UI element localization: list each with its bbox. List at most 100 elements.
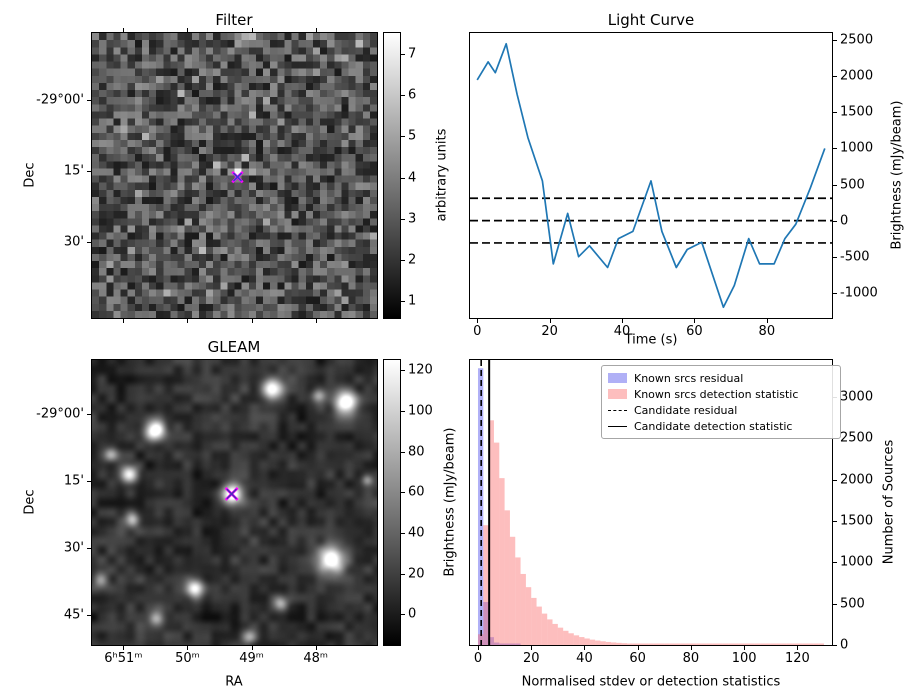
filter-ylabel-text: Dec [22, 162, 38, 188]
series-known-srcs-residual [477, 368, 521, 645]
gleam-ytick-label: -29°00' [36, 406, 84, 422]
histogram-ytick [833, 521, 837, 523]
light-curve-plot [470, 42, 832, 309]
gleam-colorbar-tick-label: 100 [408, 403, 433, 419]
histogram-plot [477, 360, 825, 645]
filter-xtick [251, 319, 253, 323]
gleam-candidate-marker [224, 487, 239, 501]
histogram-xtick-label: 60 [629, 651, 646, 666]
histogram-ytick-label: 1000 [840, 554, 874, 570]
legend-label: Candidate detection statistic [634, 419, 793, 433]
filter-xtick [187, 319, 189, 323]
histogram-xtick [584, 646, 586, 650]
gleam-colorbar-tick-label: 0 [408, 606, 417, 622]
gleam-xtick-label: 48ᵐ [303, 651, 329, 666]
filter-xtick [123, 319, 125, 323]
gleam-ytick-label: 15' [63, 473, 84, 489]
filter-colorbar-tick-label: 7 [408, 46, 417, 62]
gleam-ytick [87, 615, 91, 617]
light-curve-xtick-label: 40 [613, 324, 631, 339]
histogram-xtick-label: 120 [784, 651, 810, 666]
gleam-ytick [87, 414, 91, 416]
histogram-xtick [797, 646, 799, 650]
gleam-ytick-label: 45' [63, 607, 84, 623]
gleam-colorbar-tick [401, 533, 405, 535]
histogram-ytick [833, 479, 837, 481]
gleam-xtick [251, 646, 253, 650]
legend-entry: Candidate detection statistic [608, 418, 834, 434]
histogram-ytick-label: 500 [840, 596, 865, 612]
filter-colorbar-tick-label: 3 [408, 211, 417, 227]
filter-colorbar-tick-label: 6 [408, 87, 417, 103]
legend-label: Known srcs residual [634, 371, 744, 385]
histogram-legend: Known srcs residual Known srcs detection … [601, 365, 841, 439]
light-curve-xtick [477, 319, 479, 323]
light-curve-xtick-label: 20 [541, 324, 558, 339]
histogram-xtick-label: 0 [473, 651, 483, 666]
histogram-xtick [690, 646, 692, 650]
filter-title: Filter [215, 11, 252, 29]
light-curve-ytick [833, 184, 837, 186]
legend-entry: Known srcs detection statistic [608, 386, 834, 402]
light-curve-xtick-label: 0 [473, 324, 482, 339]
gleam-colorbar-tick [401, 451, 405, 453]
histogram-ytick-label: 0 [840, 637, 849, 653]
gleam-ylabel-text: Dec [22, 489, 38, 515]
histogram-ytick-label: 3000 [840, 389, 874, 405]
filter-colorbar-tick-label: 2 [408, 252, 417, 268]
filter-ytick-label: 30' [63, 234, 84, 250]
filter-ytick [87, 99, 91, 101]
legend-swatch-dashed-line [608, 409, 627, 411]
filter-ytick [87, 242, 91, 244]
histogram-ytick-label: 2500 [840, 430, 874, 446]
histogram-xlabel: Normalised stdev or detection statistics [522, 675, 781, 690]
filter-xtick-top [315, 28, 317, 32]
histogram-xlabel-text: Normalised stdev or detection statistics [521, 674, 781, 690]
light-curve-ytick-label: 2000 [840, 68, 874, 84]
histogram-xtick [531, 646, 533, 650]
light-curve-ytick [833, 40, 837, 42]
histogram-xtick-label: 40 [576, 651, 593, 666]
light-curve-ytick [833, 220, 837, 222]
gleam-xtick-label: 49ᵐ [239, 651, 264, 666]
filter-ytick-label: -29°00' [36, 92, 84, 108]
light-curve-line [476, 42, 826, 309]
histogram-xtick-label: 80 [682, 651, 700, 666]
filter-xtick [315, 319, 317, 323]
filter-colorbar-tick-label: 5 [408, 128, 417, 144]
filter-colorbar-tick [401, 218, 405, 220]
histogram-xtick-label: 20 [522, 651, 540, 666]
gleam-ytick [87, 481, 91, 483]
x-marker-stroke [226, 488, 237, 500]
filter-colorbar-tick [401, 177, 405, 179]
gleam-xtick [315, 646, 317, 650]
light-curve-ytick-label: 0 [840, 213, 849, 229]
gleam-colorbar-tick-label: 40 [408, 525, 425, 541]
gleam-colorbar [383, 359, 401, 646]
histogram-ytick [833, 603, 837, 605]
light-curve-ytick [833, 256, 837, 258]
filter-ytick-label: 15' [63, 163, 84, 179]
filter-xtick-top [251, 28, 253, 32]
light-curve-ytick-label: 1500 [840, 104, 874, 120]
light-curve-xtick [694, 319, 696, 323]
histogram-xtick-label: 100 [731, 651, 757, 666]
filter-colorbar-tick-label: 4 [408, 170, 417, 186]
gleam-colorbar-tick [401, 410, 405, 412]
gleam-colorbar-tick-label: 20 [408, 566, 425, 582]
light-curve-ytick-label: -500 [840, 249, 870, 265]
legend-entry: Candidate residual [608, 402, 834, 418]
filter-colorbar-tick-label: 1 [408, 293, 417, 309]
gleam-colorbar-tick [401, 573, 405, 575]
light-curve-xtick [622, 319, 624, 323]
gleam-colorbar-tick [401, 370, 405, 372]
filter-title-text: Filter [215, 11, 253, 29]
light-curve-ytick [833, 292, 837, 294]
filter-colorbar [383, 32, 401, 319]
filter-colorbar-tick [401, 94, 405, 96]
gleam-ytick-label: 30' [63, 540, 84, 556]
gleam-colorbar-tick [401, 492, 405, 494]
filter-colorbar-tick [401, 301, 405, 303]
filter-candidate-marker [231, 170, 244, 184]
filter-colorbar-tick [401, 136, 405, 138]
